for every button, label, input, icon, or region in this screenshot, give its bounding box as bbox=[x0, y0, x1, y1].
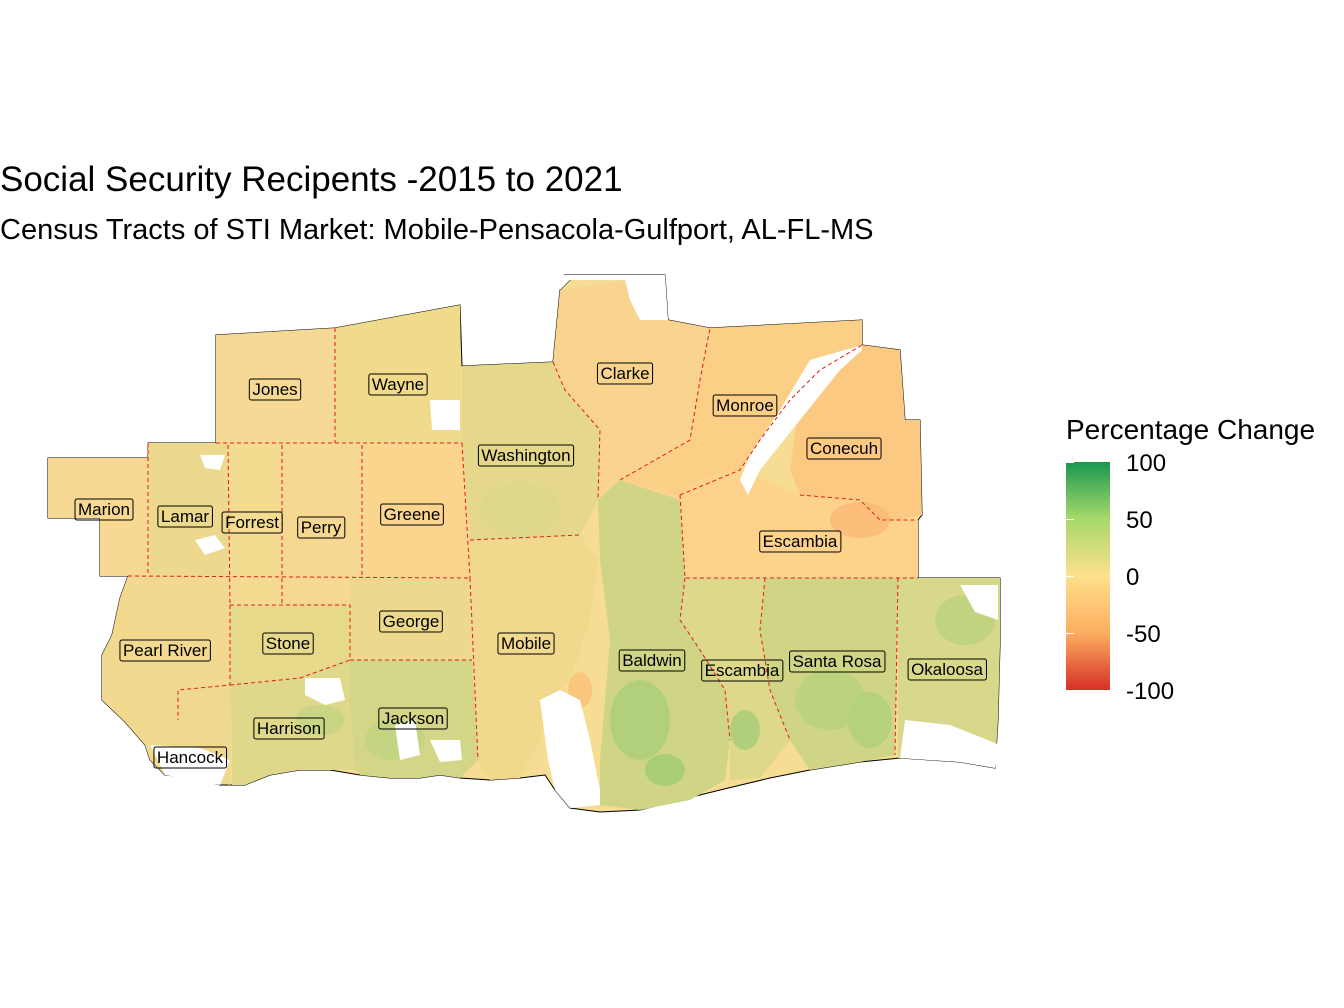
county-label-lamar: Lamar bbox=[157, 505, 213, 528]
county-label-george: George bbox=[379, 610, 443, 633]
svg-text:George: George bbox=[383, 612, 440, 631]
svg-text:Escambia: Escambia bbox=[763, 532, 838, 551]
svg-text:Okaloosa: Okaloosa bbox=[911, 660, 983, 679]
legend-title: Percentage Change bbox=[1066, 414, 1316, 445]
county-fills bbox=[48, 275, 1000, 810]
svg-text:Santa Rosa: Santa Rosa bbox=[793, 652, 882, 671]
tract-highlights bbox=[295, 482, 995, 786]
map-title: Social Security Recipents -2015 to 2021 bbox=[0, 160, 623, 199]
county-label-washington: Washington bbox=[477, 444, 575, 467]
legend-tick-neg50: -50 bbox=[1126, 621, 1161, 648]
county-labels: Jones Wayne Clarke Monroe Conecuh Washington M… bbox=[74, 362, 987, 769]
county-escambia-fl bbox=[680, 578, 790, 780]
county-label-marion: Marion bbox=[74, 498, 134, 521]
county-pearl-river bbox=[102, 576, 230, 722]
county-george bbox=[350, 578, 472, 660]
county-forrest bbox=[228, 445, 282, 605]
county-label-monroe: Monroe bbox=[712, 394, 778, 417]
county-label-santa-rosa: Santa Rosa bbox=[789, 650, 886, 673]
county-label-wayne: Wayne bbox=[368, 373, 428, 396]
county-borders bbox=[127, 327, 918, 761]
county-clarke bbox=[553, 275, 710, 500]
svg-text:Monroe: Monroe bbox=[716, 396, 774, 415]
svg-text:Jones: Jones bbox=[252, 380, 297, 399]
county-mobile bbox=[470, 535, 598, 780]
svg-text:Pearl River: Pearl River bbox=[123, 641, 207, 660]
svg-text:Baldwin: Baldwin bbox=[622, 651, 682, 670]
county-greene bbox=[362, 443, 470, 578]
county-label-pearl-river: Pearl River bbox=[119, 639, 211, 662]
county-label-baldwin: Baldwin bbox=[618, 649, 686, 672]
svg-text:Washington: Washington bbox=[481, 446, 570, 465]
svg-text:Perry: Perry bbox=[301, 518, 342, 537]
county-label-perry: Perry bbox=[297, 516, 346, 539]
county-escambia-al bbox=[620, 470, 918, 578]
svg-text:Clarke: Clarke bbox=[600, 364, 649, 383]
svg-text:Conecuh: Conecuh bbox=[810, 439, 878, 458]
county-stone bbox=[230, 605, 350, 685]
legend-tick-50: 50 bbox=[1126, 507, 1153, 534]
excluded-areas bbox=[150, 275, 1000, 808]
county-label-jones: Jones bbox=[248, 378, 302, 401]
legend-tick-100: 100 bbox=[1126, 450, 1167, 477]
svg-text:Greene: Greene bbox=[384, 505, 441, 524]
svg-text:Lamar: Lamar bbox=[161, 507, 210, 526]
county-label-escambia: Escambia bbox=[759, 530, 842, 553]
county-label-mobile: Mobile bbox=[497, 632, 555, 655]
svg-text:Harrison: Harrison bbox=[257, 719, 321, 738]
svg-text:Wayne: Wayne bbox=[372, 375, 424, 394]
svg-text:Escambia: Escambia bbox=[705, 661, 780, 680]
county-label-conecuh: Conecuh bbox=[806, 437, 882, 460]
map-subtitle: Census Tracts of STI Market: Mobile-Pens… bbox=[0, 214, 874, 246]
county-label-greene: Greene bbox=[380, 503, 444, 526]
county-perry bbox=[282, 445, 362, 605]
svg-text:Marion: Marion bbox=[78, 500, 130, 519]
svg-text:Stone: Stone bbox=[266, 634, 310, 653]
county-monroe bbox=[620, 320, 862, 495]
county-jones bbox=[216, 328, 335, 443]
county-label-escambia: Escambia bbox=[701, 659, 784, 682]
county-label-jackson: Jackson bbox=[378, 707, 448, 730]
county-marion bbox=[48, 458, 150, 576]
county-label-stone: Stone bbox=[262, 632, 314, 655]
county-label-okaloosa: Okaloosa bbox=[907, 658, 987, 681]
legend-tick-neg100: -100 bbox=[1126, 678, 1175, 705]
svg-text:Mobile: Mobile bbox=[501, 634, 551, 653]
svg-text:Forrest: Forrest bbox=[225, 513, 279, 532]
svg-text:Hancock: Hancock bbox=[157, 748, 224, 767]
svg-text:Jackson: Jackson bbox=[382, 709, 444, 728]
legend-tick-0: 0 bbox=[1126, 564, 1140, 591]
county-label-forrest: Forrest bbox=[221, 511, 283, 534]
county-label-clarke: Clarke bbox=[596, 362, 654, 385]
county-label-harrison: Harrison bbox=[253, 717, 325, 740]
county-label-hancock: Hancock bbox=[153, 746, 228, 769]
